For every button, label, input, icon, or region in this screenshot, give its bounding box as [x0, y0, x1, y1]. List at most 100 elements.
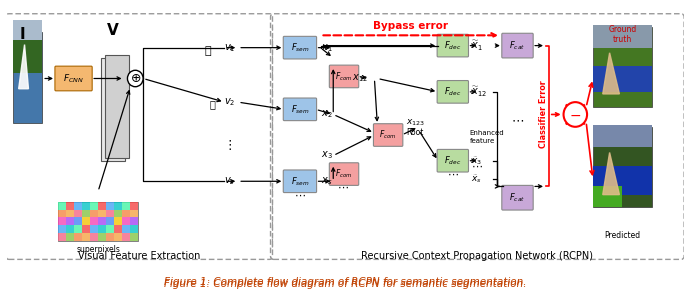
Text: Enhanced: Enhanced [469, 130, 504, 136]
FancyBboxPatch shape [82, 233, 90, 241]
FancyBboxPatch shape [82, 202, 90, 210]
FancyBboxPatch shape [74, 202, 82, 210]
Text: $v_2$: $v_2$ [225, 96, 236, 108]
Text: $F_{dec}$: $F_{dec}$ [444, 154, 462, 167]
Circle shape [127, 70, 143, 87]
FancyBboxPatch shape [66, 225, 74, 233]
FancyBboxPatch shape [98, 218, 106, 225]
Text: 🌿: 🌿 [205, 46, 211, 56]
Text: Ground
truth: Ground truth [608, 25, 636, 44]
FancyBboxPatch shape [66, 233, 74, 241]
Text: $F_{sem}$: $F_{sem}$ [290, 41, 310, 54]
FancyBboxPatch shape [90, 210, 98, 218]
Text: Figure 1: Complete flow diagram of RCPN for semantic segmentation.: Figure 1: Complete flow diagram of RCPN … [164, 277, 527, 287]
FancyBboxPatch shape [66, 202, 74, 210]
Text: $\widetilde{x}_{12}$: $\widetilde{x}_{12}$ [471, 85, 487, 99]
FancyBboxPatch shape [130, 202, 138, 210]
Text: $\mathbf{\it{x}}_1$: $\mathbf{\it{x}}_1$ [321, 42, 332, 53]
FancyBboxPatch shape [55, 66, 92, 91]
FancyBboxPatch shape [98, 202, 106, 210]
Text: $F_{sem}$: $F_{sem}$ [290, 175, 310, 187]
FancyBboxPatch shape [58, 202, 138, 241]
FancyBboxPatch shape [74, 225, 82, 233]
FancyBboxPatch shape [283, 170, 316, 193]
FancyBboxPatch shape [114, 202, 122, 210]
Text: $\mathbf{\it{x}}_2$: $\mathbf{\it{x}}_2$ [321, 109, 332, 120]
FancyBboxPatch shape [114, 210, 122, 218]
Text: $F_{com}$: $F_{com}$ [335, 168, 353, 180]
FancyBboxPatch shape [90, 233, 98, 241]
FancyBboxPatch shape [437, 34, 468, 57]
FancyBboxPatch shape [106, 202, 114, 210]
FancyBboxPatch shape [122, 202, 130, 210]
Polygon shape [19, 45, 28, 89]
FancyBboxPatch shape [437, 150, 468, 172]
Text: $\cdots$: $\cdots$ [294, 190, 306, 200]
FancyBboxPatch shape [13, 20, 42, 41]
Text: $F_{CNN}$: $F_{CNN}$ [63, 72, 84, 85]
FancyBboxPatch shape [114, 233, 122, 241]
Text: Figure 1: Complete flow diagram of RCPN for semantic segmentation.: Figure 1: Complete flow diagram of RCPN … [164, 279, 527, 289]
FancyBboxPatch shape [114, 225, 122, 233]
FancyBboxPatch shape [122, 225, 130, 233]
Text: $v_s$: $v_s$ [225, 175, 236, 187]
Text: Recursive Context Propagation Network (RCPN): Recursive Context Propagation Network (R… [361, 251, 594, 261]
Text: $\mathbf{\it{x}}_3$: $\mathbf{\it{x}}_3$ [321, 150, 332, 161]
FancyBboxPatch shape [593, 186, 623, 207]
Text: $\mathbf{\it{x}}_{123}$: $\mathbf{\it{x}}_{123}$ [406, 117, 425, 128]
FancyBboxPatch shape [330, 65, 359, 88]
FancyBboxPatch shape [593, 166, 652, 195]
FancyBboxPatch shape [13, 32, 42, 123]
FancyBboxPatch shape [122, 233, 130, 241]
Text: $\widetilde{x}_3$: $\widetilde{x}_3$ [471, 155, 482, 167]
Circle shape [564, 102, 587, 127]
Text: $\mathbf{\it{x}}_{12}$: $\mathbf{\it{x}}_{12}$ [352, 73, 368, 84]
FancyBboxPatch shape [593, 27, 652, 107]
FancyBboxPatch shape [593, 66, 652, 92]
FancyBboxPatch shape [130, 210, 138, 218]
Text: $F_{dec}$: $F_{dec}$ [444, 39, 462, 52]
Text: $\mathbf{\it{x}}_s$: $\mathbf{\it{x}}_s$ [321, 175, 332, 187]
FancyBboxPatch shape [74, 210, 82, 218]
Text: $\mathbf{I}$: $\mathbf{I}$ [19, 26, 26, 42]
FancyBboxPatch shape [98, 210, 106, 218]
FancyBboxPatch shape [502, 185, 533, 210]
FancyBboxPatch shape [437, 81, 468, 103]
FancyBboxPatch shape [283, 36, 316, 59]
FancyBboxPatch shape [58, 210, 66, 218]
FancyBboxPatch shape [98, 233, 106, 241]
FancyBboxPatch shape [106, 218, 114, 225]
Text: $-$: $-$ [569, 107, 581, 121]
FancyBboxPatch shape [74, 233, 82, 241]
FancyBboxPatch shape [101, 58, 126, 161]
FancyBboxPatch shape [502, 33, 533, 58]
FancyBboxPatch shape [122, 218, 130, 225]
FancyBboxPatch shape [330, 163, 359, 185]
Text: $\widetilde{x}_1$: $\widetilde{x}_1$ [471, 39, 483, 53]
Text: $\vdots$: $\vdots$ [223, 138, 232, 152]
Text: Classifier Error: Classifier Error [540, 81, 549, 148]
FancyBboxPatch shape [82, 210, 90, 218]
Text: $\oplus$: $\oplus$ [130, 72, 141, 85]
FancyBboxPatch shape [74, 218, 82, 225]
Text: $F_{dec}$: $F_{dec}$ [444, 86, 462, 98]
Text: $\cdots$: $\cdots$ [471, 161, 483, 171]
FancyBboxPatch shape [58, 225, 66, 233]
FancyBboxPatch shape [130, 225, 138, 233]
Text: $\cdots$: $\cdots$ [337, 181, 349, 192]
Text: $\cdots$: $\cdots$ [447, 169, 459, 179]
FancyBboxPatch shape [593, 127, 652, 207]
FancyBboxPatch shape [90, 225, 98, 233]
FancyBboxPatch shape [58, 218, 66, 225]
Polygon shape [603, 53, 619, 94]
FancyBboxPatch shape [98, 225, 106, 233]
FancyBboxPatch shape [105, 55, 129, 158]
FancyBboxPatch shape [58, 202, 66, 210]
FancyBboxPatch shape [130, 233, 138, 241]
FancyBboxPatch shape [106, 225, 114, 233]
Text: $\widetilde{x}_s$: $\widetilde{x}_s$ [471, 173, 482, 185]
FancyBboxPatch shape [114, 218, 122, 225]
Text: superpixels: superpixels [76, 245, 120, 254]
Text: $v_1$: $v_1$ [225, 42, 236, 53]
Text: Bypass error: Bypass error [373, 21, 448, 31]
